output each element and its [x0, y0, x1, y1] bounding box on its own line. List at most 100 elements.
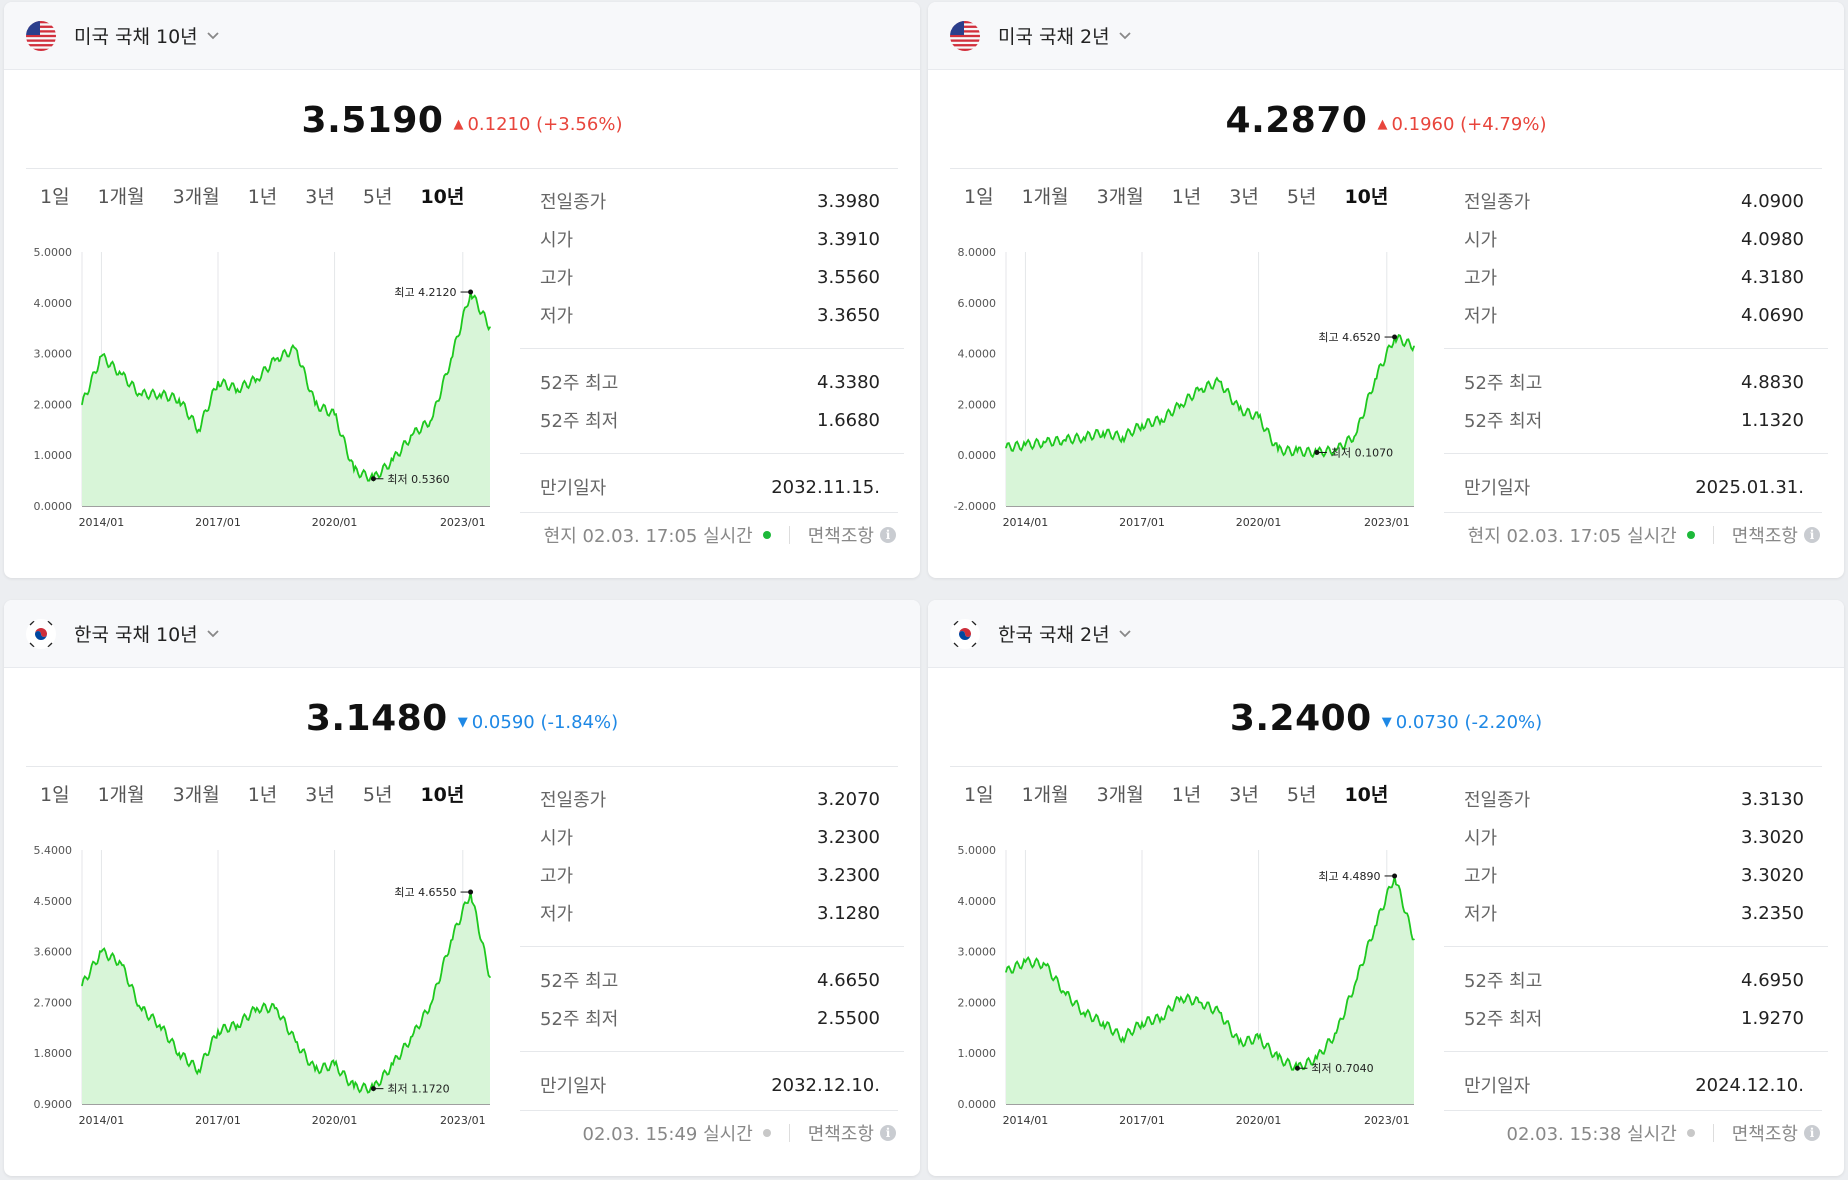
tab-period-4[interactable]: 3년 [305, 784, 335, 806]
y-tick-label: 5.0000 [958, 844, 997, 857]
y-tick-label: 4.0000 [34, 297, 73, 310]
data-point [430, 418, 433, 421]
tab-period-1[interactable]: 1개월 [97, 186, 145, 208]
disclaimer-link[interactable]: 면책조항 [1731, 1124, 1798, 1145]
tab-period-3[interactable]: 1년 [1171, 186, 1202, 208]
card-header[interactable]: 한국 국채 2년 [928, 600, 1844, 668]
divider [1444, 453, 1828, 454]
card-footer: 현지 02.03. 17:05 실시간 면책조항 i [544, 522, 896, 548]
price-change: ▼ 0.0730 (-2.20%) [1382, 712, 1542, 733]
stat-value: 4.0690 [1741, 304, 1804, 326]
low-marker-dot [1314, 449, 1320, 455]
tab-period-1[interactable]: 1개월 [1021, 186, 1069, 208]
data-point [411, 1035, 414, 1038]
tab-period-1[interactable]: 1개월 [1021, 784, 1069, 806]
card-header[interactable]: 미국 국채 10년 [4, 2, 920, 70]
series-area [82, 292, 490, 506]
card-header[interactable]: 미국 국채 2년 [928, 2, 1844, 70]
data-point [1199, 1001, 1202, 1004]
change-value: 0.1960 (+4.79%) [1391, 113, 1547, 135]
tab-period-5[interactable]: 5년 [1286, 186, 1317, 208]
data-point [1160, 418, 1163, 421]
tab-period-0[interactable]: 1일 [40, 186, 70, 208]
stat-value: 3.3020 [1741, 864, 1804, 886]
tab-period-1[interactable]: 1개월 [97, 784, 145, 806]
chevron-down-icon[interactable] [1118, 624, 1132, 643]
data-point [450, 357, 452, 360]
change-value: 0.0730 (-2.20%) [1395, 711, 1543, 733]
y-tick-label: 2.0000 [34, 398, 73, 411]
series-area [1006, 335, 1414, 506]
tab-period-6[interactable]: 10년 [1344, 784, 1389, 806]
info-icon[interactable]: i [880, 1125, 896, 1141]
y-tick-label: 2.0000 [958, 398, 997, 411]
data-point [1335, 1032, 1338, 1034]
tab-period-0[interactable]: 1일 [40, 784, 70, 806]
stat-label: 52주 최저 [540, 411, 619, 432]
data-point [353, 469, 355, 472]
disclaimer-link[interactable]: 면책조항 [807, 1124, 874, 1145]
tab-period-3[interactable]: 1년 [247, 186, 278, 208]
tab-period-0[interactable]: 1일 [964, 186, 994, 208]
data-point [1005, 971, 1007, 973]
bond-title[interactable]: 한국 국채 2년 [998, 624, 1110, 646]
tab-period-5[interactable]: 5년 [362, 186, 393, 208]
info-icon[interactable]: i [1804, 527, 1820, 543]
info-icon[interactable]: i [1804, 1125, 1820, 1141]
tab-period-4[interactable]: 3년 [1229, 186, 1259, 208]
tab-period-2[interactable]: 3개월 [172, 186, 220, 208]
tab-period-0[interactable]: 1일 [964, 784, 994, 806]
maturity-row: 만기일자 2032.12.10. [520, 1066, 904, 1104]
bond-title[interactable]: 한국 국채 10년 [74, 624, 198, 646]
data-point [430, 1001, 433, 1004]
data-point [139, 393, 142, 396]
y-tick-label: 1.8000 [34, 1047, 73, 1060]
tab-period-2[interactable]: 3개월 [1096, 784, 1144, 806]
high-marker-dot [1392, 873, 1398, 879]
stat-label: 고가 [540, 866, 574, 887]
disclaimer-link[interactable]: 면책조항 [1731, 526, 1798, 547]
tab-period-6[interactable]: 10년 [420, 186, 465, 208]
tab-period-2[interactable]: 3개월 [172, 784, 220, 806]
stat-value: 3.3130 [1741, 788, 1804, 810]
low-marker-dot [370, 476, 376, 482]
bond-card-0: 미국 국채 10년 3.5190 ▲ 0.1210 (+3.56%) 1일 1개월… [4, 2, 920, 578]
chevron-down-icon[interactable] [1118, 26, 1132, 45]
series-line [1005, 333, 1415, 459]
tab-period-5[interactable]: 5년 [1286, 784, 1317, 806]
disclaimer-link[interactable]: 면책조항 [807, 526, 874, 547]
update-time: 02.03. 15:49 실시간 [582, 1124, 753, 1145]
current-price: 3.1480 [305, 697, 448, 739]
tab-period-4[interactable]: 3년 [1229, 784, 1259, 806]
price-row: 3.5190 ▲ 0.1210 (+3.56%) [4, 70, 920, 170]
tab-period-6[interactable]: 10년 [1344, 186, 1389, 208]
divider [520, 1110, 898, 1111]
tab-period-3[interactable]: 1년 [1171, 784, 1202, 806]
chevron-down-icon[interactable] [206, 26, 220, 45]
bond-title[interactable]: 미국 국채 2년 [998, 26, 1110, 48]
stat-value: 3.2070 [817, 788, 880, 810]
y-tick-label: 0.0000 [34, 500, 73, 513]
info-icon[interactable]: i [880, 527, 896, 543]
card-footer: 현지 02.03. 17:05 실시간 면책조항 i [1468, 522, 1820, 548]
tab-period-3[interactable]: 1년 [247, 784, 278, 806]
card-header[interactable]: 한국 국채 10년 [4, 600, 920, 668]
data-point [197, 429, 200, 431]
tab-period-2[interactable]: 3개월 [1096, 186, 1144, 208]
data-point [1121, 1037, 1124, 1039]
bond-title[interactable]: 미국 국채 10년 [74, 26, 198, 48]
data-point [1024, 444, 1027, 446]
stat-label: 전일종가 [1464, 192, 1531, 213]
chart-svg: 0.0000 1.0000 2.0000 3.0000 4.0000 5.0000 2014… [958, 844, 1415, 1127]
live-indicator [1686, 1129, 1695, 1137]
current-price: 3.5190 [301, 99, 444, 141]
data-point [333, 413, 336, 416]
y-tick-label: 0.0000 [958, 1098, 997, 1111]
y-tick-label: 5.0000 [34, 246, 73, 259]
chevron-down-icon[interactable] [206, 624, 220, 643]
tab-period-4[interactable]: 3년 [305, 186, 335, 208]
tab-period-6[interactable]: 10년 [420, 784, 465, 806]
stat-value: 3.3650 [817, 304, 880, 326]
tab-period-5[interactable]: 5년 [362, 784, 393, 806]
triangle-up-icon: ▲ [453, 116, 464, 132]
